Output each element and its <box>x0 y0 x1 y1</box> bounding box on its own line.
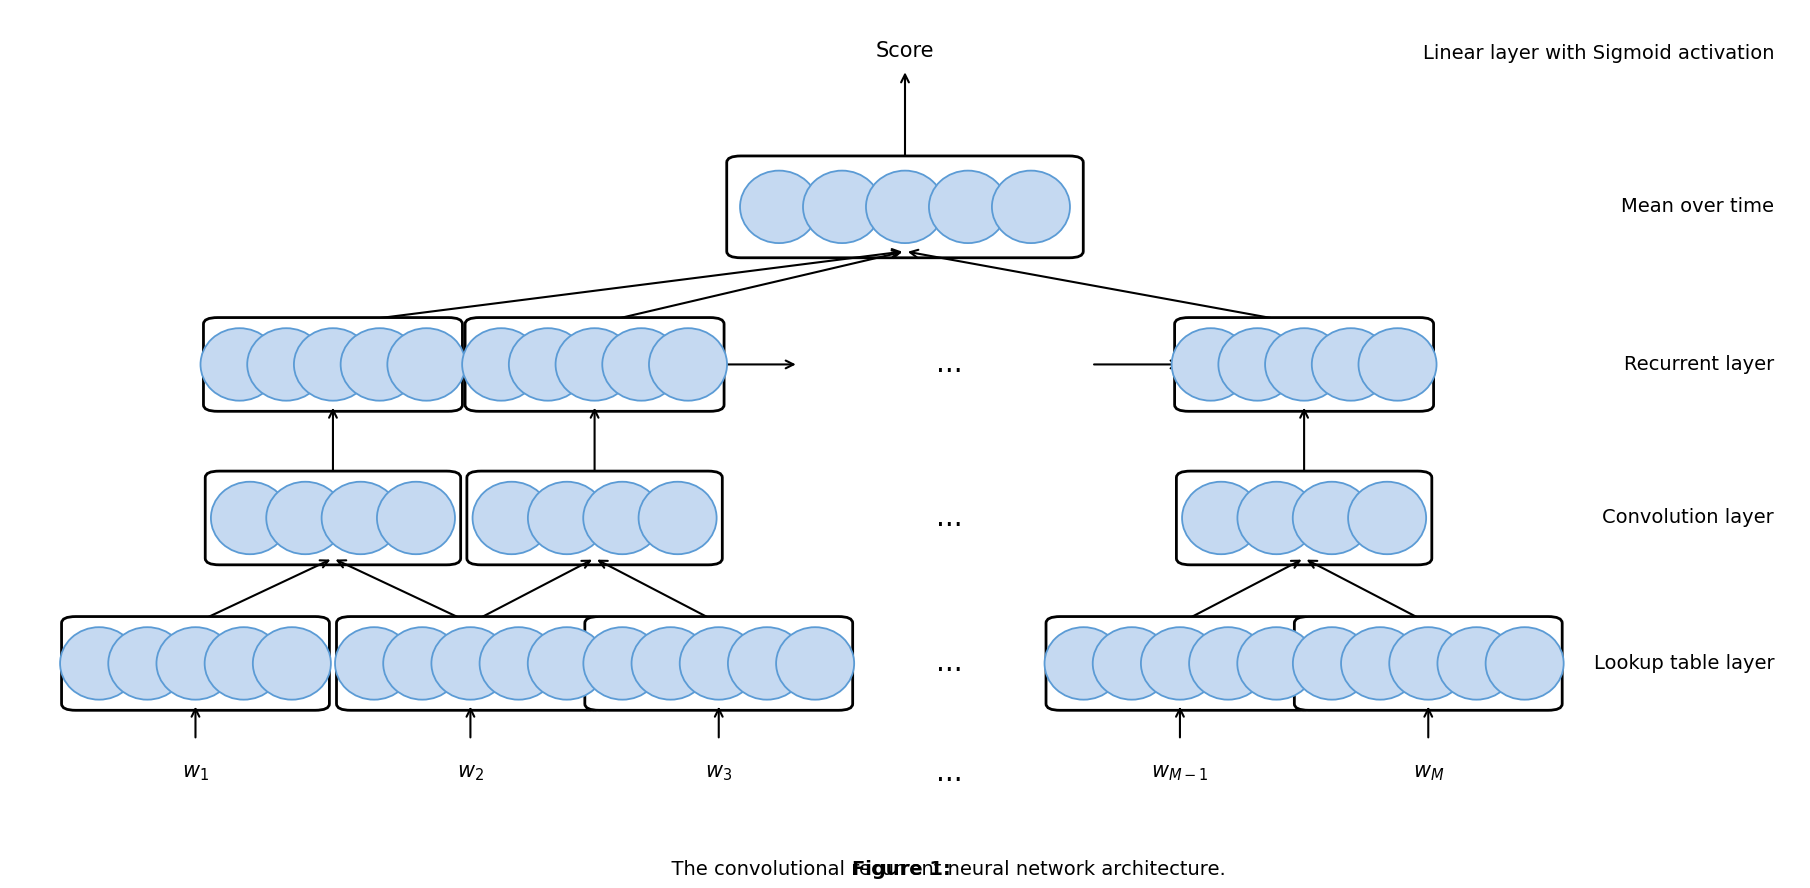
Ellipse shape <box>804 170 881 243</box>
FancyBboxPatch shape <box>728 156 1082 258</box>
Text: The convolutional recurrent neural network architecture.: The convolutional recurrent neural netwo… <box>585 860 1225 879</box>
Text: $w_2$: $w_2$ <box>456 763 483 782</box>
Ellipse shape <box>1486 627 1564 700</box>
FancyBboxPatch shape <box>1175 318 1434 411</box>
Text: ...: ... <box>936 758 963 787</box>
Text: $w_3$: $w_3$ <box>706 763 733 782</box>
Text: Score: Score <box>876 42 934 61</box>
Ellipse shape <box>776 627 854 700</box>
Ellipse shape <box>1044 627 1122 700</box>
Ellipse shape <box>1093 627 1171 700</box>
Ellipse shape <box>212 481 290 554</box>
Ellipse shape <box>1312 329 1390 400</box>
Ellipse shape <box>650 329 728 400</box>
Ellipse shape <box>1189 627 1267 700</box>
Ellipse shape <box>266 481 344 554</box>
Ellipse shape <box>1292 481 1370 554</box>
Ellipse shape <box>1182 481 1260 554</box>
Text: ...: ... <box>936 649 963 678</box>
Ellipse shape <box>480 627 557 700</box>
Ellipse shape <box>248 329 326 400</box>
Ellipse shape <box>376 481 454 554</box>
Ellipse shape <box>1348 481 1426 554</box>
Ellipse shape <box>865 170 945 243</box>
FancyBboxPatch shape <box>337 616 605 710</box>
Ellipse shape <box>1265 329 1343 400</box>
FancyBboxPatch shape <box>1176 472 1432 565</box>
Ellipse shape <box>384 627 462 700</box>
FancyBboxPatch shape <box>465 318 724 411</box>
Ellipse shape <box>1171 329 1249 400</box>
Ellipse shape <box>740 170 818 243</box>
Ellipse shape <box>1292 627 1370 700</box>
Ellipse shape <box>632 627 710 700</box>
Text: $w_{M-1}$: $w_{M-1}$ <box>1151 763 1209 782</box>
FancyBboxPatch shape <box>467 472 722 565</box>
Text: Linear layer with Sigmoid activation: Linear layer with Sigmoid activation <box>1423 44 1774 63</box>
Ellipse shape <box>1390 627 1468 700</box>
Ellipse shape <box>472 481 550 554</box>
Ellipse shape <box>1238 627 1316 700</box>
Ellipse shape <box>1437 627 1515 700</box>
FancyBboxPatch shape <box>1294 616 1562 710</box>
Ellipse shape <box>335 627 413 700</box>
Text: Convolution layer: Convolution layer <box>1602 509 1774 527</box>
Ellipse shape <box>603 329 681 400</box>
Ellipse shape <box>387 329 465 400</box>
Ellipse shape <box>1140 627 1218 700</box>
Text: $w_1$: $w_1$ <box>183 763 208 782</box>
Ellipse shape <box>1341 627 1419 700</box>
Ellipse shape <box>293 329 373 400</box>
Ellipse shape <box>583 627 661 700</box>
Text: Figure 1:: Figure 1: <box>853 860 957 879</box>
Ellipse shape <box>681 627 758 700</box>
Ellipse shape <box>529 481 606 554</box>
Ellipse shape <box>462 329 539 400</box>
FancyBboxPatch shape <box>205 472 462 565</box>
FancyBboxPatch shape <box>62 616 329 710</box>
Ellipse shape <box>1218 329 1296 400</box>
Text: Lookup table layer: Lookup table layer <box>1593 654 1774 673</box>
Ellipse shape <box>109 627 186 700</box>
Ellipse shape <box>253 627 331 700</box>
Text: Recurrent layer: Recurrent layer <box>1624 355 1774 374</box>
Ellipse shape <box>929 170 1006 243</box>
Ellipse shape <box>1359 329 1437 400</box>
Ellipse shape <box>322 481 400 554</box>
Ellipse shape <box>201 329 279 400</box>
Ellipse shape <box>583 481 661 554</box>
Ellipse shape <box>431 627 509 700</box>
Text: Mean over time: Mean over time <box>1622 197 1774 217</box>
Ellipse shape <box>509 329 586 400</box>
FancyBboxPatch shape <box>203 318 462 411</box>
FancyBboxPatch shape <box>1046 616 1314 710</box>
Ellipse shape <box>728 627 805 700</box>
Ellipse shape <box>639 481 717 554</box>
Ellipse shape <box>340 329 418 400</box>
Ellipse shape <box>156 627 235 700</box>
Ellipse shape <box>60 627 138 700</box>
Ellipse shape <box>1238 481 1316 554</box>
Text: ...: ... <box>936 504 963 532</box>
FancyBboxPatch shape <box>585 616 853 710</box>
Ellipse shape <box>992 170 1070 243</box>
Ellipse shape <box>205 627 282 700</box>
Text: $w_M$: $w_M$ <box>1412 763 1444 782</box>
Ellipse shape <box>529 627 606 700</box>
Ellipse shape <box>556 329 633 400</box>
Text: ...: ... <box>936 351 963 378</box>
